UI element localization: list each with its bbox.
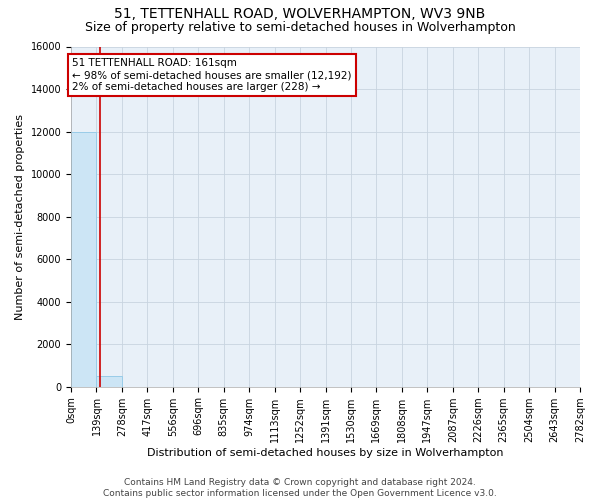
Text: Size of property relative to semi-detached houses in Wolverhampton: Size of property relative to semi-detach…: [85, 21, 515, 34]
Bar: [71, 132, 97, 386]
X-axis label: Distribution of semi-detached houses by size in Wolverhampton: Distribution of semi-detached houses by …: [147, 448, 504, 458]
Text: Contains HM Land Registry data © Crown copyright and database right 2024.
Contai: Contains HM Land Registry data © Crown c…: [103, 478, 497, 498]
Text: 51, TETTENHALL ROAD, WOLVERHAMPTON, WV3 9NB: 51, TETTENHALL ROAD, WOLVERHAMPTON, WV3 …: [115, 8, 485, 22]
Y-axis label: Number of semi-detached properties: Number of semi-detached properties: [15, 114, 25, 320]
Text: 51 TETTENHALL ROAD: 161sqm
← 98% of semi-detached houses are smaller (12,192)
2%: 51 TETTENHALL ROAD: 161sqm ← 98% of semi…: [72, 58, 352, 92]
Bar: [97, 376, 122, 386]
